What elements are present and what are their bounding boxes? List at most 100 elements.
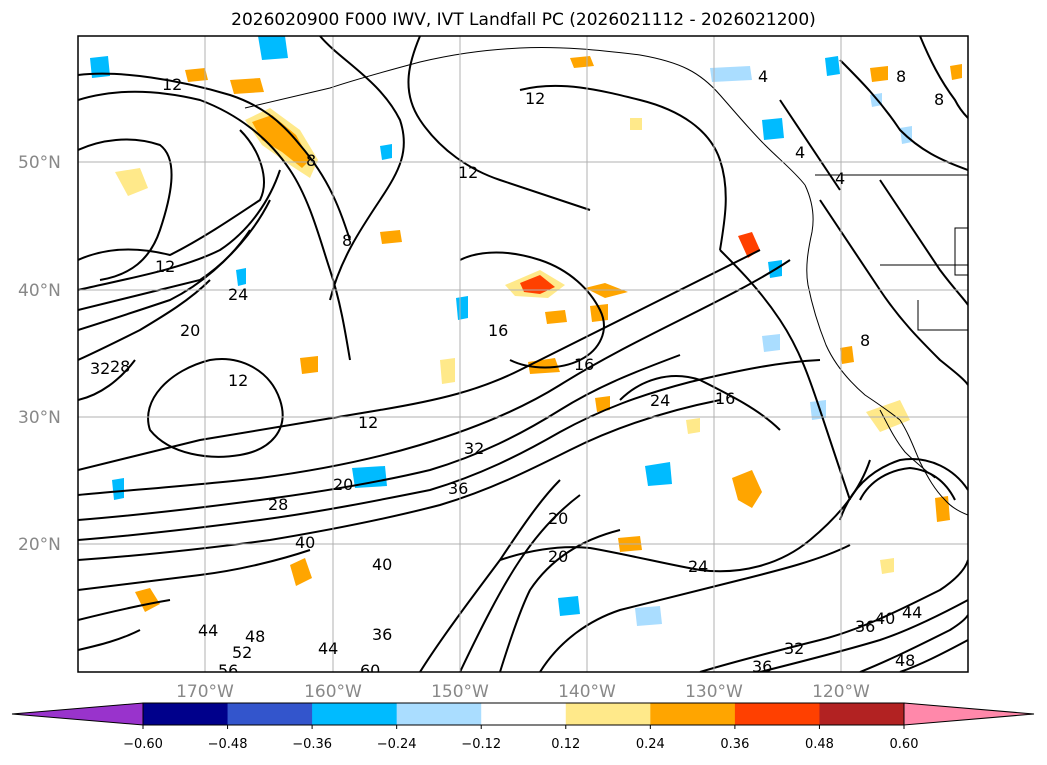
lat-label: 40°N xyxy=(18,281,61,301)
contour-line xyxy=(78,90,351,361)
lon-label: 120°W xyxy=(812,682,870,702)
probability-spot xyxy=(866,400,910,432)
probability-spot xyxy=(880,558,894,574)
contour-line xyxy=(78,399,721,561)
contour-line xyxy=(919,36,968,119)
contour-line xyxy=(459,251,605,369)
colorbar-extend-low xyxy=(11,702,144,726)
contour-label: 8 xyxy=(860,331,870,350)
lat-label: 20°N xyxy=(18,535,61,555)
coastline xyxy=(244,46,968,516)
contour-label: 32 xyxy=(784,639,804,658)
lon-label: 160°W xyxy=(304,682,362,702)
probability-spot xyxy=(762,334,780,352)
contour-line xyxy=(78,279,211,361)
contour-label: 8 xyxy=(934,90,944,109)
lon-label: 170°W xyxy=(176,682,234,702)
colorbar-ticks: −0.60 −0.48 −0.36 −0.24 −0.12 0.12 0.24 0.36 0.4… xyxy=(123,725,918,752)
probability-spot xyxy=(505,270,565,298)
colorbar-segment xyxy=(143,703,229,725)
contour-line xyxy=(619,375,781,431)
probability-spot xyxy=(595,396,610,412)
contour-label: 12 xyxy=(458,163,478,182)
probability-spot xyxy=(635,606,662,626)
contour-label: 44 xyxy=(198,621,218,640)
contour-label: 12 xyxy=(358,413,378,432)
contour-label: 40 xyxy=(372,555,392,574)
colorbar-tick-label: −0.24 xyxy=(377,737,417,752)
contour-label: 40 xyxy=(295,533,315,552)
probability-spot xyxy=(115,168,148,196)
lon-label: 130°W xyxy=(685,682,743,702)
probability-spot xyxy=(135,588,160,612)
probability-spot xyxy=(950,64,962,80)
colorbar-segment xyxy=(227,703,313,725)
probability-spots xyxy=(90,36,962,626)
contour-line xyxy=(499,529,621,672)
probability-spot xyxy=(112,478,124,500)
contour-label: 44 xyxy=(318,639,338,658)
contour-label: 28 xyxy=(110,357,130,376)
contour-label: 60 xyxy=(360,661,380,680)
probability-spot xyxy=(440,358,455,384)
contour-line xyxy=(699,559,968,672)
colorbar-segment xyxy=(734,703,820,725)
contour-line xyxy=(499,459,871,573)
contour-line xyxy=(779,99,841,191)
contour-label: 24 xyxy=(650,391,670,410)
contour-label: 16 xyxy=(715,389,735,408)
colorbar-tick-label: 0.36 xyxy=(720,737,749,752)
probability-spot xyxy=(236,268,246,286)
colorbar-tick-label: 0.12 xyxy=(551,737,580,752)
contour-label: 20 xyxy=(548,509,568,528)
probability-spot xyxy=(870,93,882,107)
contour-line xyxy=(839,59,968,171)
colorbar-segment xyxy=(312,703,398,725)
contour-label: 36 xyxy=(752,657,772,676)
probability-spot xyxy=(645,462,672,486)
probability-spot xyxy=(380,144,392,160)
probability-spot xyxy=(258,36,288,60)
colorbar-segment xyxy=(650,703,736,725)
probability-spot xyxy=(686,418,700,434)
contour-line xyxy=(78,354,681,521)
map-background xyxy=(78,36,968,672)
contour-line xyxy=(899,639,968,672)
contour-label: 12 xyxy=(155,257,175,276)
colorbar-segments xyxy=(143,703,905,725)
probability-spot xyxy=(570,56,594,68)
lat-label: 30°N xyxy=(18,408,61,428)
probability-spot xyxy=(352,466,387,488)
probability-spot xyxy=(185,68,208,82)
contour-line xyxy=(78,169,281,291)
map-title: 2026020900 F000 IWV, IVT Landfall PC (20… xyxy=(231,10,816,30)
probability-spot xyxy=(245,108,318,178)
contour-line xyxy=(759,599,968,672)
contour-line xyxy=(78,199,271,311)
probability-spot xyxy=(710,66,752,82)
contour-line xyxy=(859,614,968,672)
contour-label: 8 xyxy=(342,231,352,250)
contour-line xyxy=(78,138,173,281)
colorbar-tick-label: 0.60 xyxy=(890,737,919,752)
probability-spot xyxy=(870,66,888,82)
contour-line xyxy=(78,359,136,401)
contour-label: 20 xyxy=(548,547,568,566)
contour-label: 48 xyxy=(895,651,915,670)
gridlines xyxy=(78,36,968,672)
contour-label: 32 xyxy=(90,359,110,378)
contour-line xyxy=(459,494,581,672)
contour-line xyxy=(519,84,727,251)
probability-spot xyxy=(732,470,762,508)
probability-spot xyxy=(558,596,580,616)
probability-spot xyxy=(630,118,642,130)
contour-label: 12 xyxy=(228,371,248,390)
iwv-contours xyxy=(78,36,968,672)
contour-label: 48 xyxy=(245,627,265,646)
probability-spot xyxy=(825,56,840,76)
probability-spot xyxy=(380,230,402,244)
contour-label: 12 xyxy=(525,89,545,108)
contour-line xyxy=(407,36,591,211)
contour-line xyxy=(78,249,761,471)
